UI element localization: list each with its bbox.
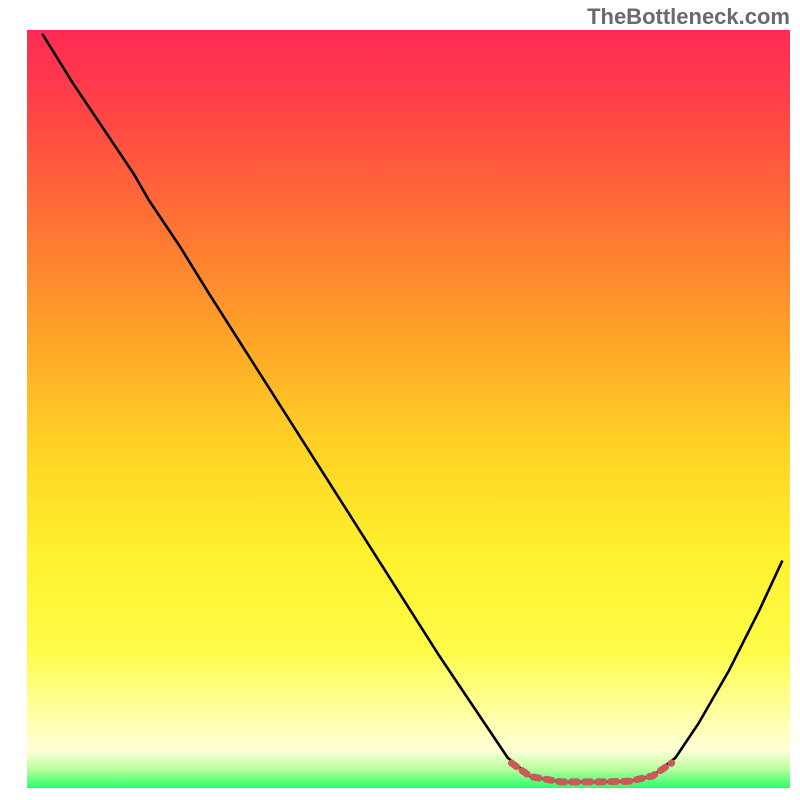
- plot-frame: [27, 30, 790, 788]
- gradient-background: [27, 30, 790, 788]
- watermark-label: TheBottleneck.com: [587, 4, 790, 30]
- chart-container: TheBottleneck.com: [0, 0, 800, 800]
- chart-svg: [27, 30, 790, 788]
